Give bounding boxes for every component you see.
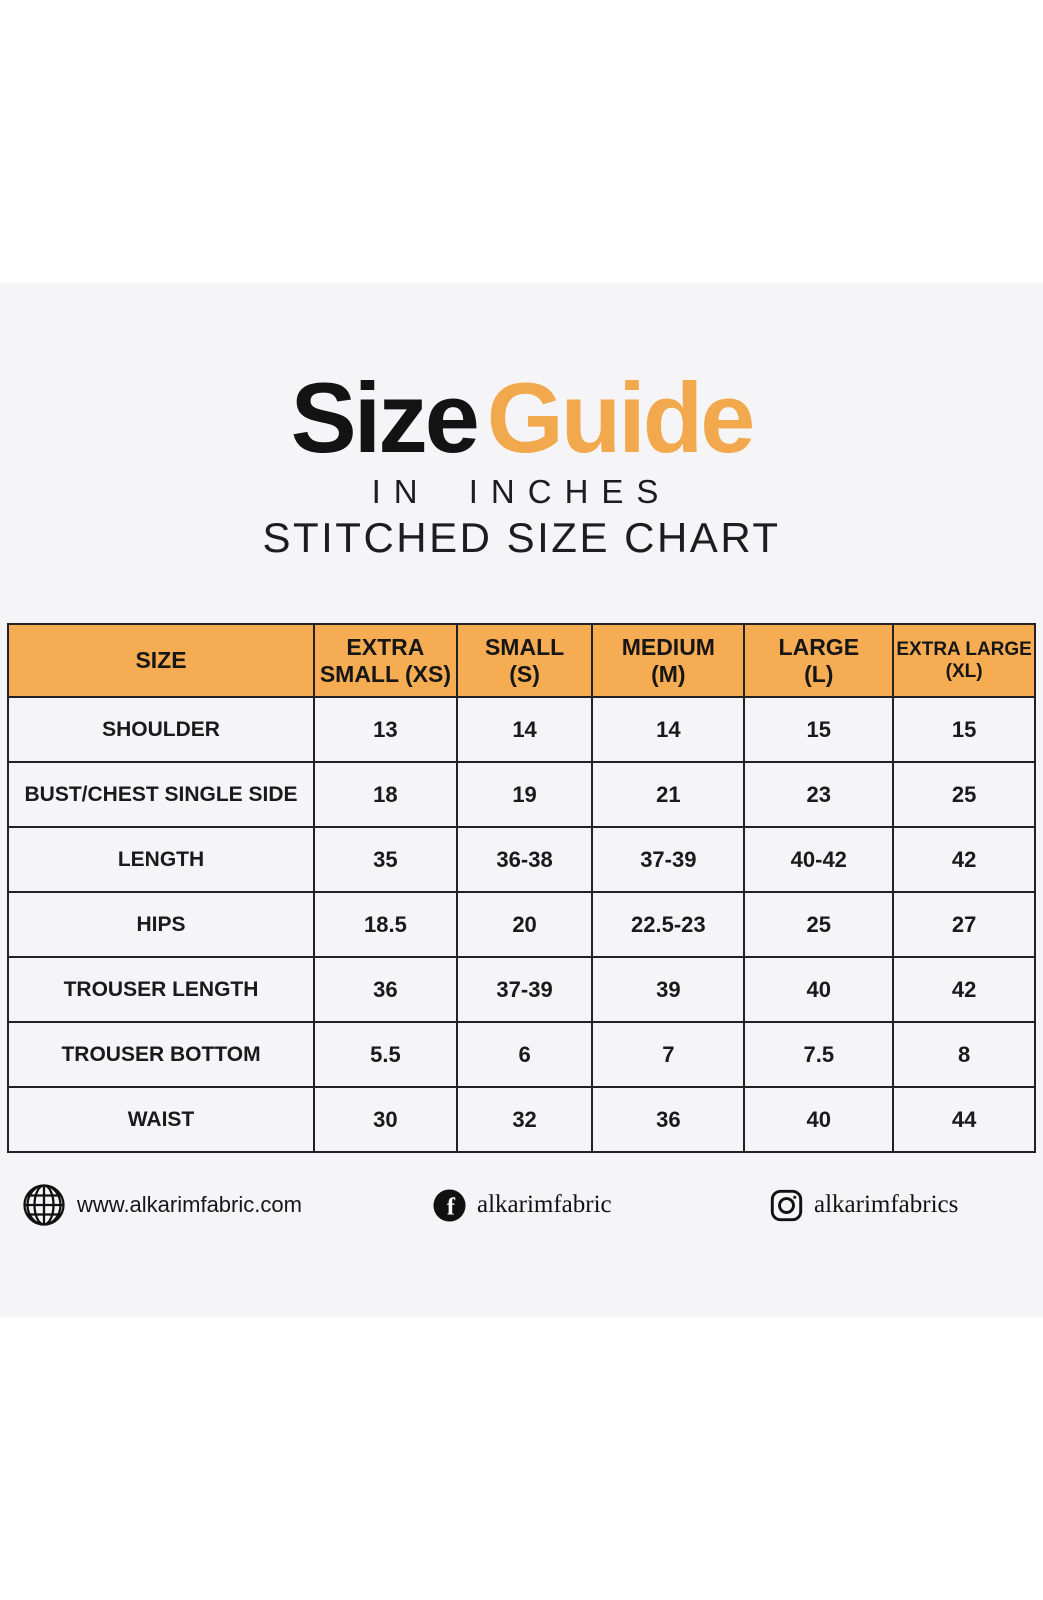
size-value-cell: 7 <box>591 1021 746 1088</box>
globe-icon <box>23 1184 65 1226</box>
title-word-size: Size <box>290 362 480 473</box>
size-chart-table: SIZE EXTRA SMALL (XS) SMALL (S) MEDIUM (M) L… <box>6 623 1036 1153</box>
instagram-handle: alkarimfabrics <box>814 1191 959 1218</box>
size-value-cell: 18 <box>313 761 458 828</box>
size-value-cell: 40 <box>743 1086 895 1153</box>
column-header: EXTRA LARGE (XL) <box>892 623 1036 698</box>
size-value-cell: 40 <box>743 956 895 1023</box>
size-value-cell: 44 <box>892 1086 1036 1153</box>
table-row: HIPS 18.5 20 22.5-23 25 27 <box>6 891 1036 958</box>
size-value-cell: 5.5 <box>313 1021 458 1088</box>
website-item: www.alkarimfabric.com <box>22 1182 302 1228</box>
facebook-item: f alkarimfabric <box>433 1188 612 1222</box>
size-value-cell: 30 <box>313 1086 458 1153</box>
size-value-cell: 36 <box>313 956 458 1023</box>
row-label-cell: HIPS <box>6 891 316 958</box>
size-value-cell: 13 <box>313 696 458 763</box>
size-value-cell: 42 <box>892 826 1036 893</box>
size-value-cell: 7.5 <box>743 1021 895 1088</box>
svg-text:f: f <box>447 1193 456 1220</box>
size-value-cell: 18.5 <box>313 891 458 958</box>
title-word-guide: Guide <box>486 362 756 473</box>
facebook-icon: f <box>433 1188 466 1222</box>
size-value-cell: 39 <box>591 956 746 1023</box>
size-value-cell: 15 <box>743 696 895 763</box>
size-value-cell: 42 <box>892 956 1036 1023</box>
column-header: LARGE (L) <box>743 623 895 698</box>
size-value-cell: 21 <box>591 761 746 828</box>
instagram-icon <box>770 1189 803 1221</box>
size-value-cell: 37-39 <box>455 956 594 1023</box>
size-value-cell: 15 <box>892 696 1036 763</box>
size-value-cell: 25 <box>892 761 1036 828</box>
size-value-cell: 32 <box>455 1086 594 1153</box>
size-value-cell: 20 <box>455 891 594 958</box>
table-row: LENGTH 35 36-38 37-39 40-42 42 <box>6 826 1036 893</box>
size-value-cell: 40-42 <box>743 826 895 893</box>
website-url: www.alkarimfabric.com <box>77 1192 302 1217</box>
column-header: MEDIUM (M) <box>591 623 746 698</box>
column-header: EXTRA SMALL (XS) <box>313 623 458 698</box>
page-title: Size Guide <box>0 368 1043 467</box>
size-value-cell: 23 <box>743 761 895 828</box>
size-value-cell: 14 <box>455 696 594 763</box>
row-label-cell: TROUSER LENGTH <box>6 956 316 1023</box>
row-label-cell: WAIST <box>6 1086 316 1153</box>
table-row: SHOULDER 13 14 14 15 15 <box>6 696 1036 763</box>
row-label-cell: TROUSER BOTTOM <box>6 1021 316 1088</box>
subtitle-in-inches: IN INCHES <box>371 473 672 510</box>
size-value-cell: 36 <box>591 1086 746 1153</box>
facebook-handle: alkarimfabric <box>477 1191 612 1218</box>
size-value-cell: 6 <box>455 1021 594 1088</box>
table-row: TROUSER LENGTH 36 37-39 39 40 42 <box>6 956 1036 1023</box>
size-column-header: SIZE <box>6 623 316 698</box>
size-value-cell: 35 <box>313 826 458 893</box>
subtitle-stitched-size-chart: STITCHED SIZE CHART <box>262 514 781 561</box>
table-row: BUST/CHEST SINGLE SIDE 18 19 21 23 25 <box>6 761 1036 828</box>
table-row: WAIST 30 32 36 40 44 <box>6 1086 1036 1153</box>
size-value-cell: 25 <box>743 891 895 958</box>
row-label-cell: BUST/CHEST SINGLE SIDE <box>6 761 316 828</box>
column-header: SMALL (S) <box>455 623 594 698</box>
table-row: TROUSER BOTTOM 5.5 6 7 7.5 8 <box>6 1021 1036 1088</box>
table-header-row: SIZE EXTRA SMALL (XS) SMALL (S) MEDIUM (M) L… <box>6 623 1036 698</box>
instagram-item: alkarimfabrics <box>770 1188 958 1222</box>
row-label-cell: SHOULDER <box>6 696 316 763</box>
size-value-cell: 8 <box>892 1021 1036 1088</box>
size-value-cell: 27 <box>892 891 1036 958</box>
size-value-cell: 36-38 <box>455 826 594 893</box>
size-value-cell: 14 <box>591 696 746 763</box>
size-value-cell: 22.5-23 <box>591 891 746 958</box>
size-value-cell: 37-39 <box>591 826 746 893</box>
size-value-cell: 19 <box>455 761 594 828</box>
row-label-cell: LENGTH <box>6 826 316 893</box>
